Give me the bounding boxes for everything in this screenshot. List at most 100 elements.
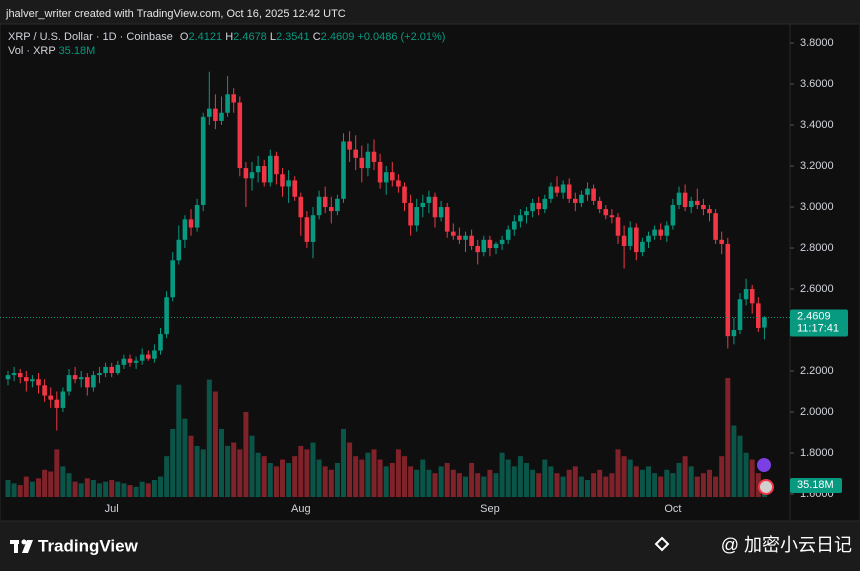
x-tick-label: Sep (480, 503, 500, 515)
candle-body (469, 235, 474, 246)
candle-body (316, 196, 322, 216)
volume-bar (121, 483, 127, 497)
volume-header: Vol · XRP 35.18M (8, 45, 95, 57)
candle-body (66, 375, 72, 392)
price-label: 2.4609 (797, 310, 831, 322)
candle-body (213, 108, 218, 121)
volume-bar (414, 469, 420, 497)
candle-body (292, 180, 297, 197)
candle-body (396, 180, 401, 187)
volume-bar (609, 473, 615, 497)
candle-body (139, 354, 145, 361)
volume-bar (633, 466, 639, 497)
volume-bar (225, 445, 231, 497)
volume-bar (97, 483, 102, 497)
volume-bar (463, 476, 468, 497)
volume-bar (597, 469, 603, 497)
logo-shape (22, 540, 33, 553)
logo-shape (14, 540, 18, 553)
candle-body (17, 373, 23, 378)
candle-body (658, 229, 663, 236)
candle-body (438, 207, 444, 218)
volume-bar (530, 469, 536, 497)
candle-body (188, 219, 194, 228)
candle-body (310, 215, 316, 242)
candle-body (176, 239, 182, 261)
candle-body (707, 209, 712, 214)
candle-body (682, 192, 688, 208)
volume-bar (554, 473, 560, 497)
candle-body (78, 377, 84, 380)
volume-bar (243, 411, 249, 497)
candle-body (457, 235, 462, 240)
volume-bar (145, 483, 151, 497)
volume-bar (432, 473, 438, 497)
volume-bar (524, 462, 529, 497)
candle-body (268, 155, 273, 183)
candle-body (719, 239, 724, 244)
ohlc-value: 2.4678 (233, 31, 267, 43)
volume-bar (170, 428, 176, 497)
candle-body (133, 360, 139, 363)
candle-body (554, 186, 560, 193)
footer-brand: TradingView (38, 536, 139, 555)
volume-bar (700, 473, 706, 497)
candle-body (322, 196, 328, 208)
candle-body (194, 204, 200, 228)
volume-bar (542, 459, 548, 497)
candle-body (353, 149, 358, 158)
candle-body (207, 108, 212, 117)
symbol: XRP / U.S. Dollar · 1D · Coinbase (8, 31, 173, 43)
candle-body (627, 227, 633, 246)
candle-body (536, 202, 541, 210)
x-tick-label: Aug (291, 503, 311, 515)
candle-body (579, 194, 584, 203)
volume-bar (54, 449, 60, 497)
volume-bar (66, 473, 72, 497)
volume-bar (652, 473, 658, 497)
volume-bar (231, 442, 237, 497)
candle-body (499, 239, 505, 244)
volume-bar (371, 449, 377, 497)
volume-bar (310, 442, 316, 497)
candle-body (737, 299, 743, 331)
candle-body (591, 188, 596, 201)
candle-body (164, 297, 169, 335)
candle-body (85, 377, 90, 388)
candle-body (365, 151, 371, 169)
candle-body (109, 366, 114, 374)
candle-body (280, 174, 285, 187)
candle-body (573, 198, 578, 203)
candle-body (548, 186, 554, 199)
candle-body (261, 166, 267, 183)
candle-body (530, 202, 535, 212)
volume-bar (469, 462, 475, 497)
volume-bar (29, 481, 35, 497)
candle-body (451, 231, 456, 236)
volume-bar (237, 449, 243, 497)
candle-body (231, 94, 236, 103)
volume-bar (151, 479, 157, 497)
candle-body (329, 207, 334, 212)
candle-body (634, 227, 639, 253)
countdown: 11:17:41 (797, 322, 839, 334)
event-icon (757, 458, 771, 472)
x-tick-label: Jul (105, 503, 119, 515)
header-line: XRP / U.S. Dollar · 1D · Coinbase O2.412… (8, 31, 445, 43)
candle-body (597, 200, 602, 210)
volume-bar (298, 445, 304, 497)
volume-bar (499, 452, 505, 497)
y-tick-label: 2.6000 (800, 283, 834, 295)
volume-bar (280, 459, 285, 497)
logo-shape (21, 539, 27, 545)
candle-body (237, 102, 243, 169)
volume-bar (133, 486, 139, 497)
volume-bar (84, 478, 90, 497)
volume-bar (475, 473, 481, 497)
volume-bar (194, 445, 200, 497)
volume-bar (23, 476, 29, 497)
watermark-top: jhalver_writer created with TradingView.… (5, 8, 346, 20)
volume-bar (341, 428, 346, 497)
volume-bar (548, 466, 554, 497)
volume-bar (176, 384, 182, 497)
